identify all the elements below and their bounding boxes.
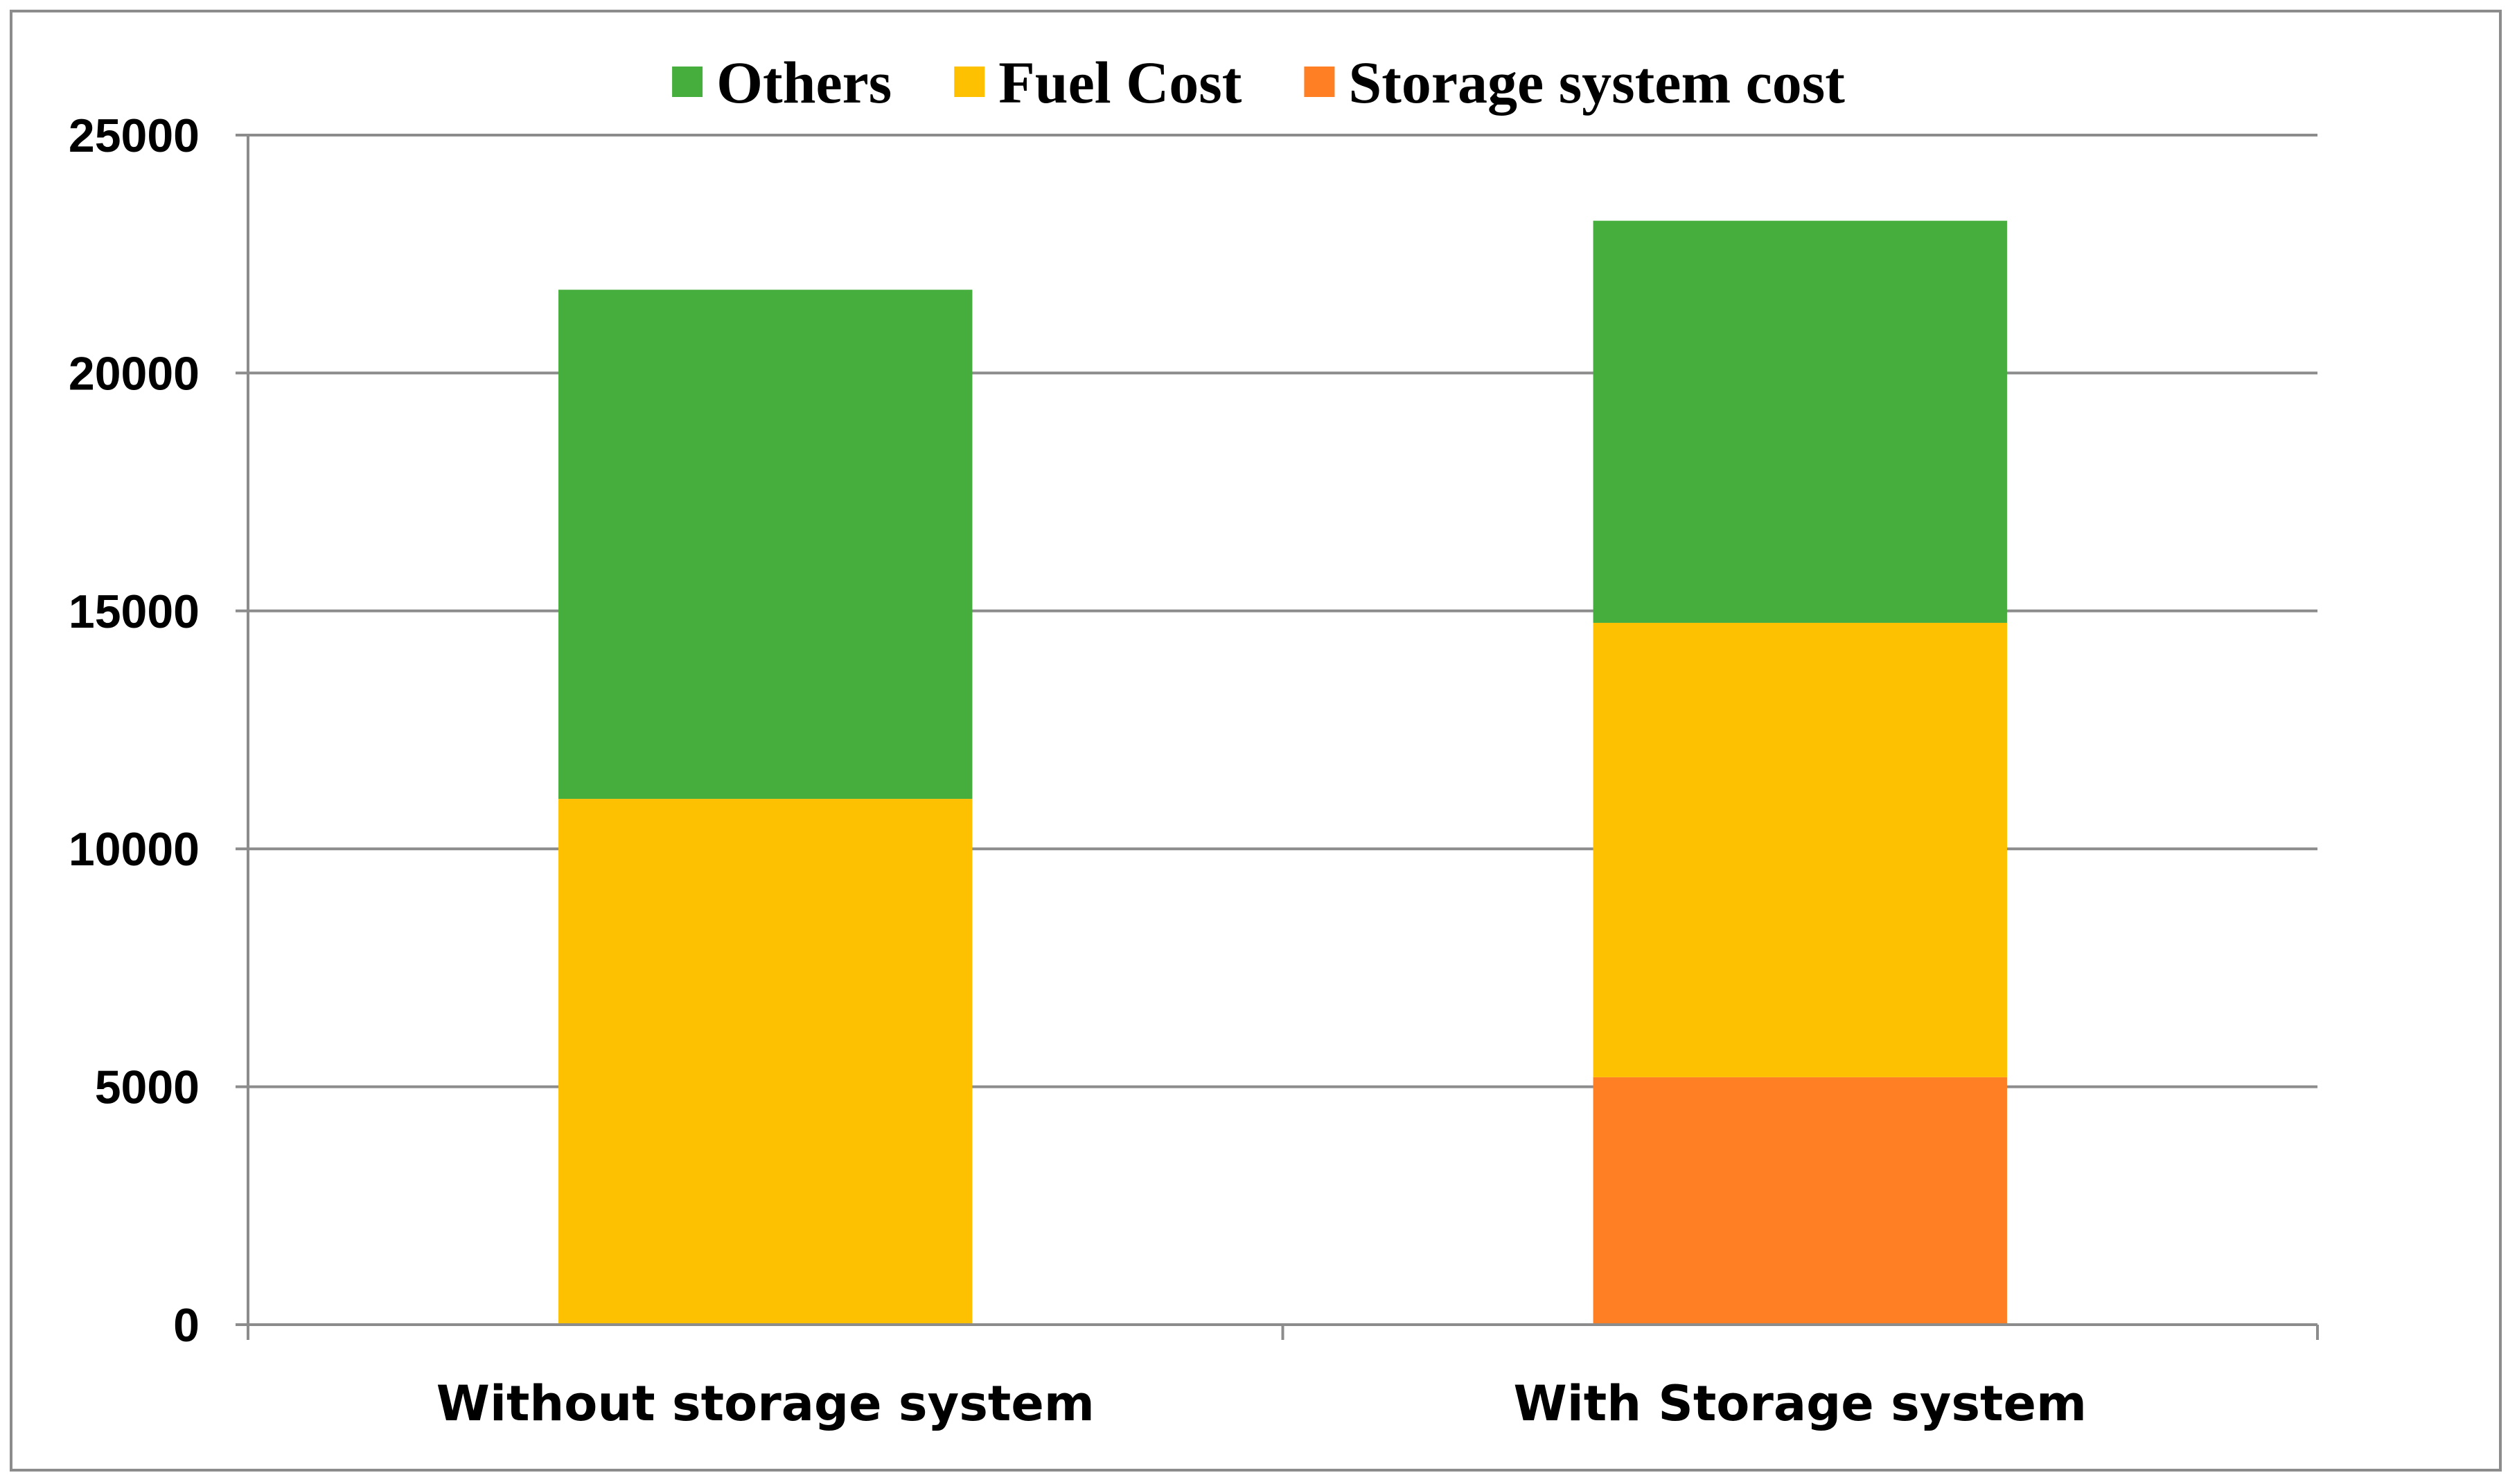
y-tick-label: 25000: [69, 109, 200, 162]
bar-segment-fuel-cost: [558, 799, 973, 1325]
legend-label: Others: [716, 49, 892, 116]
bar-segment-fuel-cost: [1593, 622, 2007, 1077]
bars: [558, 220, 2007, 1325]
y-axis-tick-labels: 0 5000 10000 15000 20000 25000: [69, 109, 200, 1352]
legend-label: Storage system cost: [1348, 49, 1845, 116]
chart-frame: [10, 10, 2502, 1472]
y-tick-label: 0: [173, 1299, 200, 1352]
y-tick-label: 20000: [69, 347, 200, 400]
x-axis-tick-labels: Without storage system With Storage syste…: [436, 1375, 2087, 1432]
legend-swatch: [672, 67, 703, 97]
legend-label: Fuel Cost: [998, 49, 1242, 116]
bar-segment-others: [1593, 220, 2007, 623]
y-tick-label: 10000: [69, 823, 200, 876]
x-tick-label: With Storage system: [1514, 1375, 2087, 1432]
bar-segment-others: [558, 290, 973, 800]
bar-segment-storage-system-cost: [1593, 1077, 2007, 1325]
legend: Others Fuel Cost Storage system cost: [672, 49, 1845, 116]
axes: [236, 134, 2319, 1340]
y-tick-label: 5000: [95, 1061, 200, 1114]
legend-swatch: [1304, 67, 1335, 97]
y-tick-label: 15000: [69, 585, 200, 638]
legend-swatch: [954, 67, 985, 97]
x-tick-label: Without storage system: [436, 1375, 1095, 1432]
